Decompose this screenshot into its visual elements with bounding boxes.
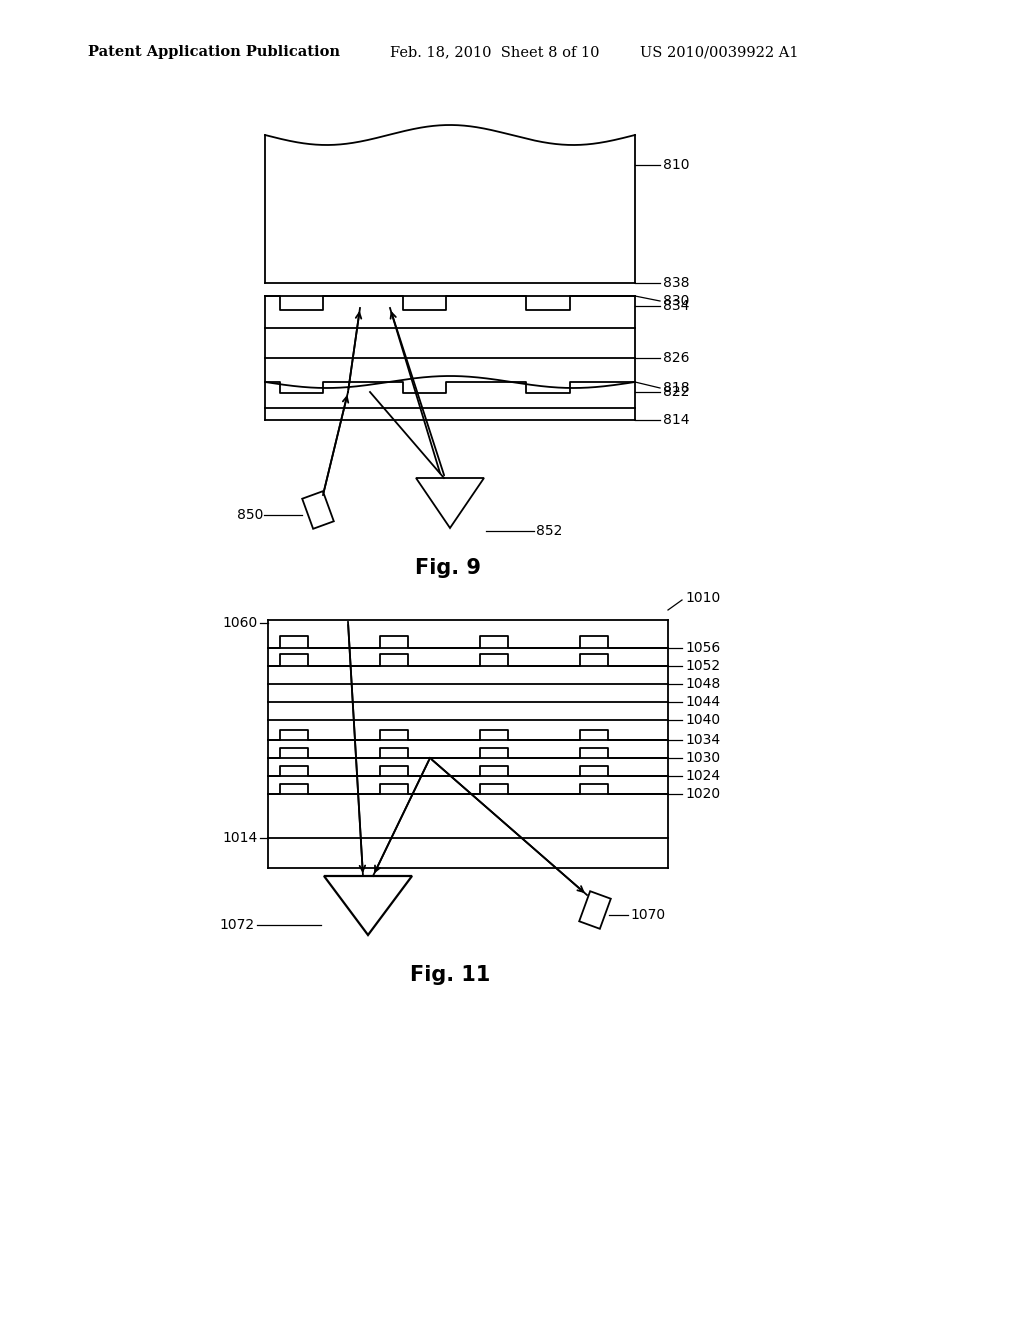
Text: 1010: 1010 [685, 591, 720, 605]
Text: 1060: 1060 [223, 616, 258, 630]
Text: 1040: 1040 [685, 713, 720, 727]
Text: 814: 814 [663, 413, 689, 426]
Text: 810: 810 [663, 158, 689, 172]
Text: 1014: 1014 [223, 832, 258, 845]
Text: 852: 852 [536, 524, 562, 539]
Text: 850: 850 [237, 508, 263, 521]
Text: Fig. 11: Fig. 11 [410, 965, 490, 985]
Text: 830: 830 [663, 294, 689, 308]
Text: 1044: 1044 [685, 696, 720, 709]
Text: 1056: 1056 [685, 642, 720, 655]
Text: Fig. 9: Fig. 9 [415, 558, 481, 578]
Text: 818: 818 [663, 381, 689, 395]
Text: 838: 838 [663, 276, 689, 290]
Text: 1072: 1072 [220, 917, 255, 932]
Text: US 2010/0039922 A1: US 2010/0039922 A1 [640, 45, 799, 59]
Text: 1034: 1034 [685, 733, 720, 747]
Text: Feb. 18, 2010  Sheet 8 of 10: Feb. 18, 2010 Sheet 8 of 10 [390, 45, 599, 59]
Text: 822: 822 [663, 385, 689, 399]
Text: Patent Application Publication: Patent Application Publication [88, 45, 340, 59]
Text: 834: 834 [663, 300, 689, 313]
Text: 1020: 1020 [685, 787, 720, 801]
Text: 1052: 1052 [685, 659, 720, 673]
Text: 1024: 1024 [685, 770, 720, 783]
Text: 1070: 1070 [630, 908, 666, 921]
Text: 1030: 1030 [685, 751, 720, 766]
Text: 826: 826 [663, 351, 689, 366]
Text: 1048: 1048 [685, 677, 720, 690]
